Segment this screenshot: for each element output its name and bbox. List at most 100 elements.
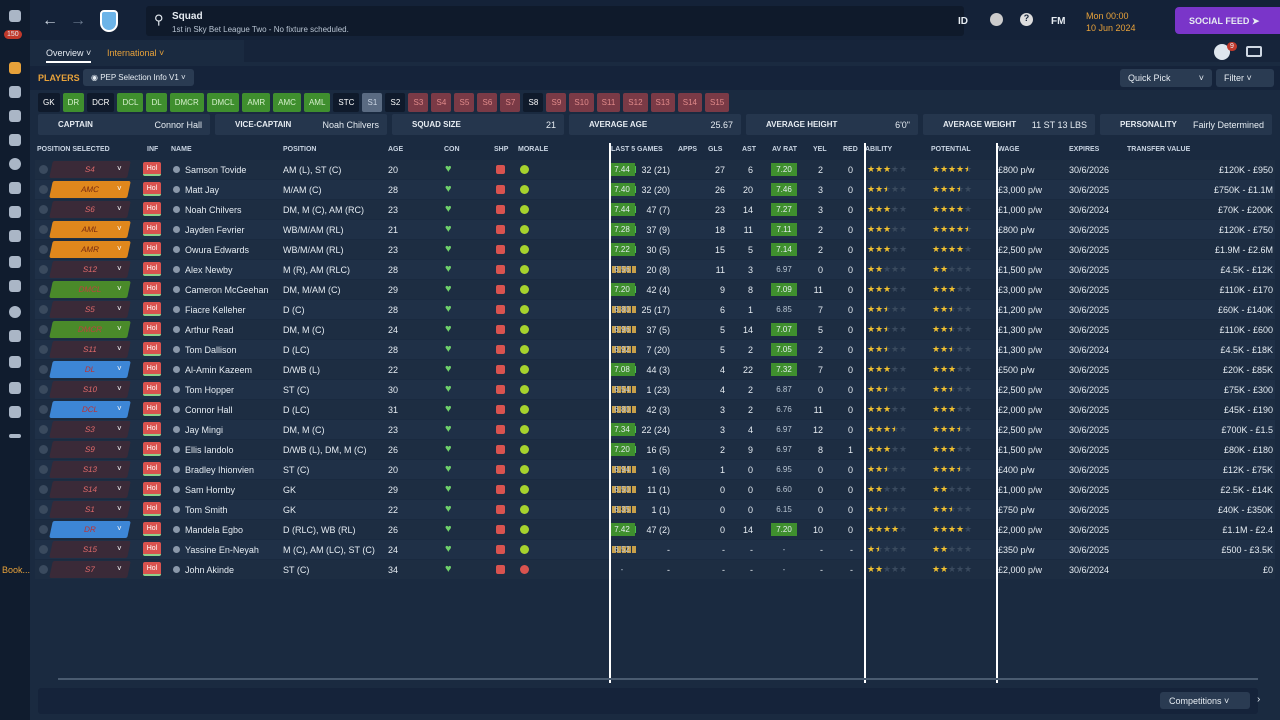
menu-icon[interactable] — [9, 158, 21, 170]
select-toggle[interactable] — [39, 365, 48, 374]
position-chip[interactable]: S14 — [677, 93, 702, 112]
next-button[interactable]: › — [1257, 694, 1261, 705]
select-toggle[interactable] — [39, 245, 48, 254]
select-toggle[interactable] — [39, 545, 48, 554]
column-header[interactable]: TRANSFER VALUE — [1127, 146, 1191, 153]
position-chip[interactable]: S6 — [477, 93, 498, 112]
column-header[interactable]: AGE — [388, 146, 404, 153]
table-row[interactable]: DL ˅ Hol Al-Amin Kazeem D/WB (L) 22 ♥ 7.08 44 (3… — [35, 360, 1275, 379]
avatar[interactable] — [1214, 44, 1230, 60]
search-box[interactable] — [146, 6, 964, 36]
select-toggle[interactable] — [39, 185, 48, 194]
select-toggle[interactable] — [39, 565, 48, 574]
position-chip[interactable]: S8 — [523, 93, 544, 112]
position-chip[interactable]: S11 — [596, 93, 621, 112]
menu-icon[interactable] — [9, 382, 21, 394]
dropdown-arrow[interactable]: ˅ — [117, 304, 122, 313]
column-header[interactable]: WAGE — [998, 146, 1020, 153]
dropdown-arrow[interactable]: ˅ — [117, 164, 122, 173]
position-chip[interactable]: STC — [333, 93, 360, 112]
dropdown-arrow[interactable]: ˅ — [117, 364, 122, 373]
menu-icon[interactable] — [9, 110, 21, 122]
table-row[interactable]: DR ˅ Hol Mandela Egbo D (RLC), WB (RL) 26 ♥ 7.4… — [35, 520, 1275, 539]
table-row[interactable]: S5 ˅ Hol Fiacre Kelleher D (C) 28 ♥ 6.80 25 (17)… — [35, 300, 1275, 319]
column-header[interactable]: MORALE — [518, 146, 549, 153]
column-header[interactable]: RED — [843, 146, 858, 153]
select-toggle[interactable] — [39, 405, 48, 414]
dropdown-arrow[interactable]: ˅ — [117, 544, 122, 553]
column-header[interactable]: POSITION — [283, 146, 317, 153]
dropdown-arrow[interactable]: ˅ — [117, 324, 122, 333]
column-header[interactable]: AV RAT — [772, 146, 798, 153]
table-row[interactable]: AML ˅ Hol Jayden Fevrier WB/M/AM (RL) 21 ♥ 7.28… — [35, 220, 1275, 239]
menu-icon[interactable] — [9, 86, 21, 98]
table-row[interactable]: S15 ˅ Hol Yassine En-Neyah M (C), AM (LC), S… — [35, 540, 1275, 559]
dropdown-arrow[interactable]: ˅ — [117, 504, 122, 513]
table-row[interactable]: AMC ˅ Hol Matt Jay M/AM (C) 28 ♥ 7.40 32 (20) 26 2… — [35, 180, 1275, 199]
column-header[interactable]: AST — [742, 146, 756, 153]
select-toggle[interactable] — [39, 485, 48, 494]
position-chip[interactable]: S15 — [704, 93, 730, 112]
table-row[interactable]: DMCL ˅ Hol Cameron McGeehan DM, M/AM (C) 29 ♥ 7… — [35, 280, 1275, 299]
table-row[interactable]: S14 ˅ Hol Sam Hornby GK 29 ♥ 6.50 11 (1) 0 0 6.60 0 0… — [35, 480, 1275, 499]
select-toggle[interactable] — [39, 205, 48, 214]
menu-icon[interactable] — [9, 330, 21, 342]
table-row[interactable]: S7 ˅ Hol John Akinde ST (C) 34 ♥ - - - - - - - ★★★★★ ★★… — [35, 560, 1275, 579]
column-header[interactable]: GLS — [708, 146, 723, 153]
social-feed-button[interactable]: SOCIAL FEED ➤ — [1175, 7, 1280, 34]
column-header[interactable]: NAME — [171, 146, 192, 153]
position-chip[interactable]: S4 — [431, 93, 452, 112]
column-header[interactable]: INF — [147, 146, 159, 153]
column-header[interactable]: SHP — [494, 146, 509, 153]
position-chip[interactable]: DMCL — [206, 93, 240, 112]
select-toggle[interactable] — [39, 525, 48, 534]
select-toggle[interactable] — [39, 505, 48, 514]
position-chip[interactable]: DR — [62, 93, 85, 112]
dropdown-arrow[interactable]: ˅ — [117, 444, 122, 453]
dropdown-arrow[interactable]: ˅ — [117, 284, 122, 293]
select-toggle[interactable] — [39, 265, 48, 274]
menu-icon[interactable] — [9, 356, 21, 368]
squad-icon[interactable] — [9, 62, 21, 74]
table-row[interactable]: S1 ˅ Hol Tom Smith GK 22 ♥ 6.35 1 (1) 0 0 6.15 0 0 ★★★… — [35, 500, 1275, 519]
table-row[interactable]: S13 ˅ Hol Bradley Ihionvien ST (C) 20 ♥ 6.94 1 (… — [35, 460, 1275, 479]
position-chip[interactable]: S1 — [362, 93, 383, 112]
select-toggle[interactable] — [39, 345, 48, 354]
position-chip[interactable]: AML — [303, 93, 331, 112]
competitions-button[interactable]: Competitions ˅ — [1160, 692, 1250, 709]
dropdown-arrow[interactable]: ˅ — [117, 224, 122, 233]
column-header[interactable]: YEL — [813, 146, 827, 153]
dropdown-arrow[interactable]: ˅ — [117, 244, 122, 253]
dropdown-arrow[interactable]: ˅ — [117, 384, 122, 393]
dropdown-arrow[interactable]: ˅ — [117, 524, 122, 533]
inbox-badge[interactable]: 150 — [4, 30, 22, 39]
help-button[interactable]: ? — [1020, 13, 1033, 26]
select-toggle[interactable] — [39, 385, 48, 394]
position-chip[interactable]: GK — [38, 93, 60, 112]
quick-pick-button[interactable]: Quick Pick ˅ — [1120, 69, 1212, 87]
select-toggle[interactable] — [39, 225, 48, 234]
menu-icon[interactable] — [9, 306, 21, 318]
select-toggle[interactable] — [39, 465, 48, 474]
menu-icon[interactable] — [9, 280, 21, 292]
column-header[interactable]: POTENTIAL — [931, 146, 971, 153]
position-chip[interactable]: S5 — [454, 93, 475, 112]
tab[interactable]: Overview ˅ — [46, 48, 92, 63]
position-chip[interactable]: DCR — [87, 93, 115, 112]
select-toggle[interactable] — [39, 285, 48, 294]
dropdown-arrow[interactable]: ˅ — [117, 424, 122, 433]
menu-icon[interactable] — [9, 230, 21, 242]
menu-icon[interactable] — [9, 206, 21, 218]
menu-icon[interactable] — [9, 434, 21, 438]
menu-icon[interactable] — [9, 182, 21, 194]
tab[interactable]: International ˅ — [107, 48, 165, 58]
position-chip[interactable]: AMC — [273, 93, 301, 112]
scrollbar[interactable] — [58, 678, 1258, 680]
select-toggle[interactable] — [39, 425, 48, 434]
dropdown-arrow[interactable]: ˅ — [117, 404, 122, 413]
column-header[interactable]: APPS — [678, 146, 698, 153]
notification-badge[interactable]: 9 — [1227, 42, 1237, 51]
position-chip[interactable]: S2 — [385, 93, 406, 112]
column-header[interactable]: POSITION SELECTED — [37, 146, 110, 153]
column-header[interactable]: EXPIRES — [1069, 146, 1100, 153]
